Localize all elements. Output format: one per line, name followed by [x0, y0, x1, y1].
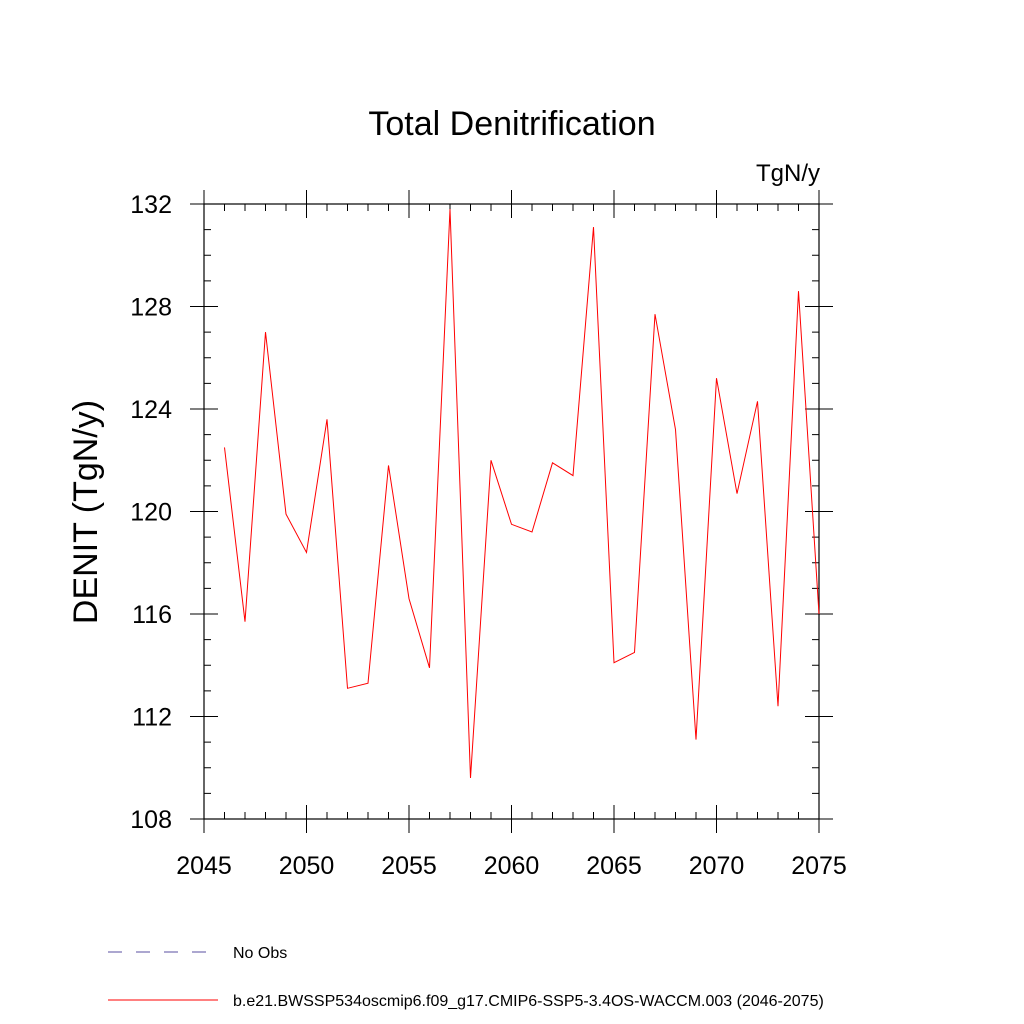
y-tick-label: 132 — [130, 191, 172, 219]
x-tick-label: 2070 — [689, 852, 745, 880]
y-tick-labels: 108 112 116 120 124 128 132 — [130, 191, 172, 834]
plot-frame — [203, 203, 820, 820]
x-tick-label: 2050 — [279, 852, 335, 880]
units-label: TgN/y — [756, 160, 820, 187]
y-tick-label: 124 — [130, 396, 172, 424]
y-tick-label: 112 — [132, 704, 172, 732]
x-tick-label: 2055 — [381, 852, 437, 880]
series-line — [224, 209, 820, 779]
axis-ticks — [190, 190, 833, 833]
x-tick-label: 2045 — [176, 852, 232, 880]
x-tick-labels: 2045 2050 2055 2060 2065 2070 2075 — [176, 852, 847, 880]
y-tick-label: 120 — [130, 499, 172, 527]
legend-label: No Obs — [233, 945, 287, 962]
y-tick-label: 128 — [130, 294, 172, 322]
legend: No Obs b.e21.BWSSP534oscmip6.f09_g17.CMIP… — [108, 945, 824, 1010]
y-tick-label: 108 — [130, 806, 172, 834]
x-tick-label: 2060 — [484, 852, 540, 880]
legend-label: b.e21.BWSSP534oscmip6.f09_g17.CMIP6-SSP5… — [233, 993, 824, 1010]
chart-title: Total Denitrification — [368, 105, 655, 143]
y-axis-label: DENIT (TgN/y) — [67, 400, 105, 624]
series-group — [224, 209, 820, 779]
x-tick-label: 2065 — [586, 852, 642, 880]
x-tick-label: 2075 — [791, 852, 847, 880]
y-tick-label: 116 — [132, 601, 172, 629]
